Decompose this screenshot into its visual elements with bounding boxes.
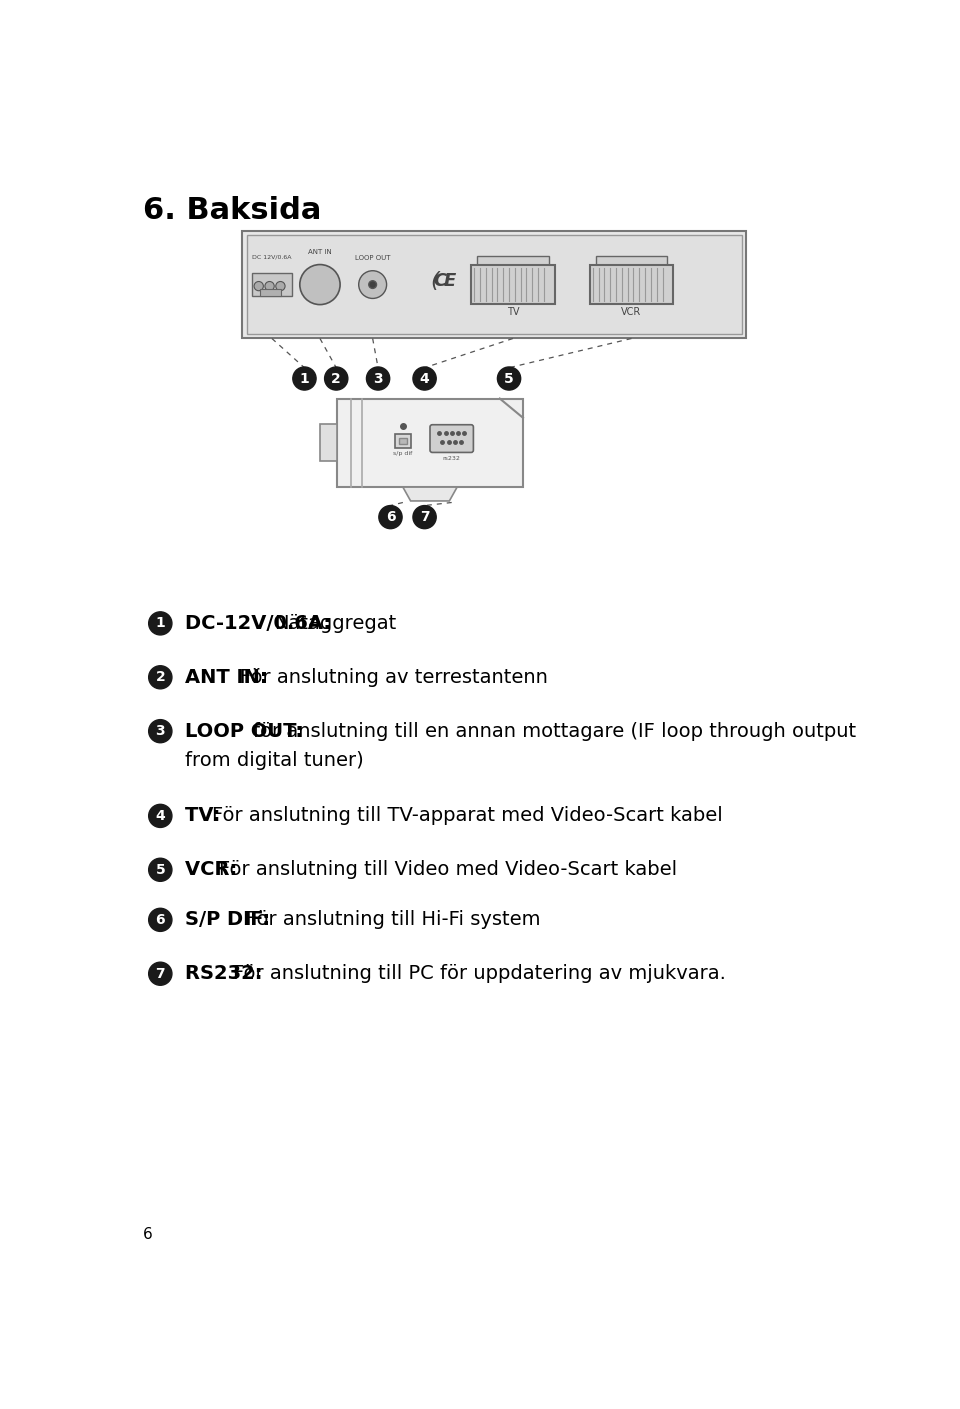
Bar bbox=[259, 289, 281, 296]
Text: 5: 5 bbox=[156, 862, 165, 876]
Text: rs232: rs232 bbox=[443, 455, 461, 461]
Circle shape bbox=[413, 366, 436, 390]
Text: 4: 4 bbox=[156, 809, 165, 823]
Bar bbox=[337, 399, 523, 488]
Text: E: E bbox=[444, 272, 456, 290]
Circle shape bbox=[315, 280, 324, 289]
Text: 5: 5 bbox=[504, 372, 514, 386]
Text: ANT IN: ANT IN bbox=[308, 249, 332, 255]
Text: för anslutning till en annan mottagare (IF loop through output: för anslutning till en annan mottagare (… bbox=[253, 721, 856, 741]
Circle shape bbox=[149, 720, 172, 743]
Polygon shape bbox=[403, 488, 457, 502]
Circle shape bbox=[265, 282, 275, 290]
Circle shape bbox=[324, 366, 348, 390]
Text: TV:: TV: bbox=[185, 806, 228, 826]
Bar bbox=[596, 256, 667, 265]
Text: 7: 7 bbox=[156, 967, 165, 981]
Circle shape bbox=[379, 506, 402, 528]
Text: 3: 3 bbox=[156, 724, 165, 738]
Circle shape bbox=[367, 366, 390, 390]
Bar bbox=[247, 235, 741, 334]
Circle shape bbox=[293, 366, 316, 390]
Text: TV: TV bbox=[507, 307, 519, 317]
Text: 3: 3 bbox=[373, 372, 383, 386]
Text: 4: 4 bbox=[420, 372, 429, 386]
Text: ANT IN:: ANT IN: bbox=[185, 668, 275, 686]
Bar bbox=[399, 438, 407, 444]
Circle shape bbox=[149, 665, 172, 689]
Text: 6: 6 bbox=[143, 1227, 153, 1241]
Text: 6. Baksida: 6. Baksida bbox=[143, 196, 322, 225]
Text: (: ( bbox=[430, 271, 439, 290]
Text: 1: 1 bbox=[156, 616, 165, 630]
Text: LOOP OUT: LOOP OUT bbox=[355, 255, 391, 262]
Text: 1: 1 bbox=[300, 372, 309, 386]
Circle shape bbox=[369, 280, 376, 289]
FancyBboxPatch shape bbox=[243, 231, 746, 338]
Text: s/p dif: s/p dif bbox=[394, 451, 413, 457]
Text: Nätaggregat: Nätaggregat bbox=[274, 614, 396, 633]
Text: För anslutning till PC för uppdatering av mjukvara.: För anslutning till PC för uppdatering a… bbox=[233, 964, 726, 983]
Text: 6: 6 bbox=[386, 510, 396, 524]
Text: 6: 6 bbox=[156, 913, 165, 927]
Text: 2: 2 bbox=[156, 671, 165, 685]
Text: DC 12V/0.6A: DC 12V/0.6A bbox=[252, 255, 292, 259]
Circle shape bbox=[149, 909, 172, 931]
Text: from digital tuner): from digital tuner) bbox=[185, 751, 364, 769]
Circle shape bbox=[149, 858, 172, 882]
Circle shape bbox=[413, 506, 436, 528]
Circle shape bbox=[149, 805, 172, 827]
Bar bbox=[477, 256, 548, 265]
Bar bbox=[252, 273, 292, 296]
Text: 2: 2 bbox=[331, 372, 341, 386]
Text: För anslutning till Hi-Fi system: För anslutning till Hi-Fi system bbox=[247, 910, 541, 930]
Text: För anslutning till Video med Video-Scart kabel: För anslutning till Video med Video-Scar… bbox=[219, 861, 678, 879]
Circle shape bbox=[149, 612, 172, 635]
Circle shape bbox=[254, 282, 263, 290]
Circle shape bbox=[300, 265, 340, 304]
Bar bbox=[471, 265, 555, 304]
Text: VCR:: VCR: bbox=[185, 861, 244, 879]
Circle shape bbox=[149, 962, 172, 985]
Bar bbox=[320, 424, 337, 461]
Circle shape bbox=[306, 271, 334, 299]
Text: C: C bbox=[434, 272, 446, 290]
Text: S/P DIF:: S/P DIF: bbox=[185, 910, 277, 930]
Text: För anslutning till TV-apparat med Video-Scart kabel: För anslutning till TV-apparat med Video… bbox=[212, 806, 723, 826]
Circle shape bbox=[497, 366, 520, 390]
FancyBboxPatch shape bbox=[430, 424, 473, 452]
Text: RS232:: RS232: bbox=[185, 964, 270, 983]
Bar bbox=[396, 434, 411, 448]
Text: LOOP OUT:: LOOP OUT: bbox=[185, 721, 310, 741]
Circle shape bbox=[276, 282, 285, 290]
Text: För anslutning av terrestantenn: För anslutning av terrestantenn bbox=[240, 668, 547, 686]
Bar bbox=[589, 265, 673, 304]
Text: 7: 7 bbox=[420, 510, 429, 524]
Text: DC-12V/0.6A:: DC-12V/0.6A: bbox=[185, 614, 338, 633]
Circle shape bbox=[359, 271, 387, 299]
Text: VCR: VCR bbox=[621, 307, 641, 317]
